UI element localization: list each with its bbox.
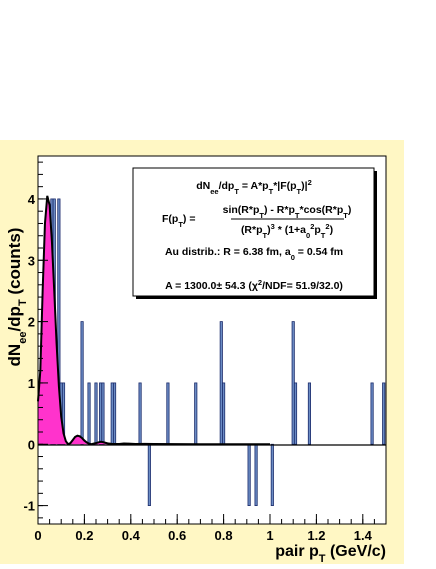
x-tick-label: 1 bbox=[266, 528, 273, 543]
fit-curve-line bbox=[37, 195, 270, 446]
y-tick-label: 4 bbox=[28, 192, 36, 207]
y-tick-label: 3 bbox=[28, 253, 35, 268]
axis-layer: 0 0.2 0.4 0.6 0.8 1 1.2 1.4 -1 0 1 2 3 4 bbox=[23, 161, 387, 543]
fit-layer bbox=[37, 195, 270, 446]
y-tick-label: 1 bbox=[28, 376, 35, 391]
legend-box bbox=[132, 167, 375, 297]
histogram-bar bbox=[222, 382, 226, 445]
histogram-bar bbox=[94, 382, 98, 445]
histogram-bar bbox=[138, 382, 142, 445]
histogram-bar bbox=[370, 382, 374, 445]
histogram-bar bbox=[382, 382, 386, 445]
x-tick-label: 1.2 bbox=[307, 528, 325, 543]
y-axis-title: dNee/dpT (counts) bbox=[5, 228, 29, 367]
x-tick-label: 0 bbox=[34, 528, 41, 543]
histogram-bar bbox=[113, 382, 117, 445]
x-axis-title: pair pT (GeV/c) bbox=[275, 543, 386, 564]
x-tick-label: 0.4 bbox=[122, 528, 141, 543]
histogram-bar bbox=[270, 443, 274, 506]
x-tick-label: 0.6 bbox=[168, 528, 186, 543]
x-tick-label: 0.8 bbox=[215, 528, 233, 543]
legend-formula-line: dNee/dpT = A*pT*|F(pT)|2 bbox=[196, 178, 312, 196]
x-tick-label: 0.2 bbox=[75, 528, 93, 543]
legend-fp-label: F(pT) = bbox=[162, 213, 195, 229]
histogram-bar bbox=[194, 382, 198, 445]
legend-distribution-line: Au distrib.: R = 6.38 fm, a0 = 0.54 fm bbox=[165, 246, 343, 262]
legend-fraction-denominator: (R*pT)3 * (1+a02pT2) bbox=[241, 222, 333, 240]
histogram-bar bbox=[87, 382, 91, 445]
y-tick-label: 2 bbox=[28, 315, 35, 330]
histogram-bar bbox=[101, 382, 105, 445]
fit-legend: dNee/dpT = A*pT*|F(pT)|2 F(pT) = sin(R*p… bbox=[132, 167, 377, 299]
histogram-bar bbox=[247, 443, 251, 506]
histogram-bar bbox=[293, 382, 298, 445]
histogram-bar bbox=[80, 321, 84, 445]
histogram-bar bbox=[147, 443, 151, 506]
histogram-bar bbox=[166, 382, 170, 445]
histogram-bar bbox=[254, 443, 258, 506]
x-tick-label: 1.4 bbox=[354, 528, 373, 543]
histogram-bar bbox=[307, 382, 311, 445]
y-tick-label: -1 bbox=[23, 499, 35, 514]
legend-fraction-numerator: sin(R*pT) - R*pT*cos(R*pT) bbox=[223, 204, 352, 220]
y-tick-label: 0 bbox=[28, 437, 35, 452]
legend-fit-result-line: A = 1300.0± 54.3 (χ2/NDF= 51.9/32.0) bbox=[165, 278, 343, 293]
